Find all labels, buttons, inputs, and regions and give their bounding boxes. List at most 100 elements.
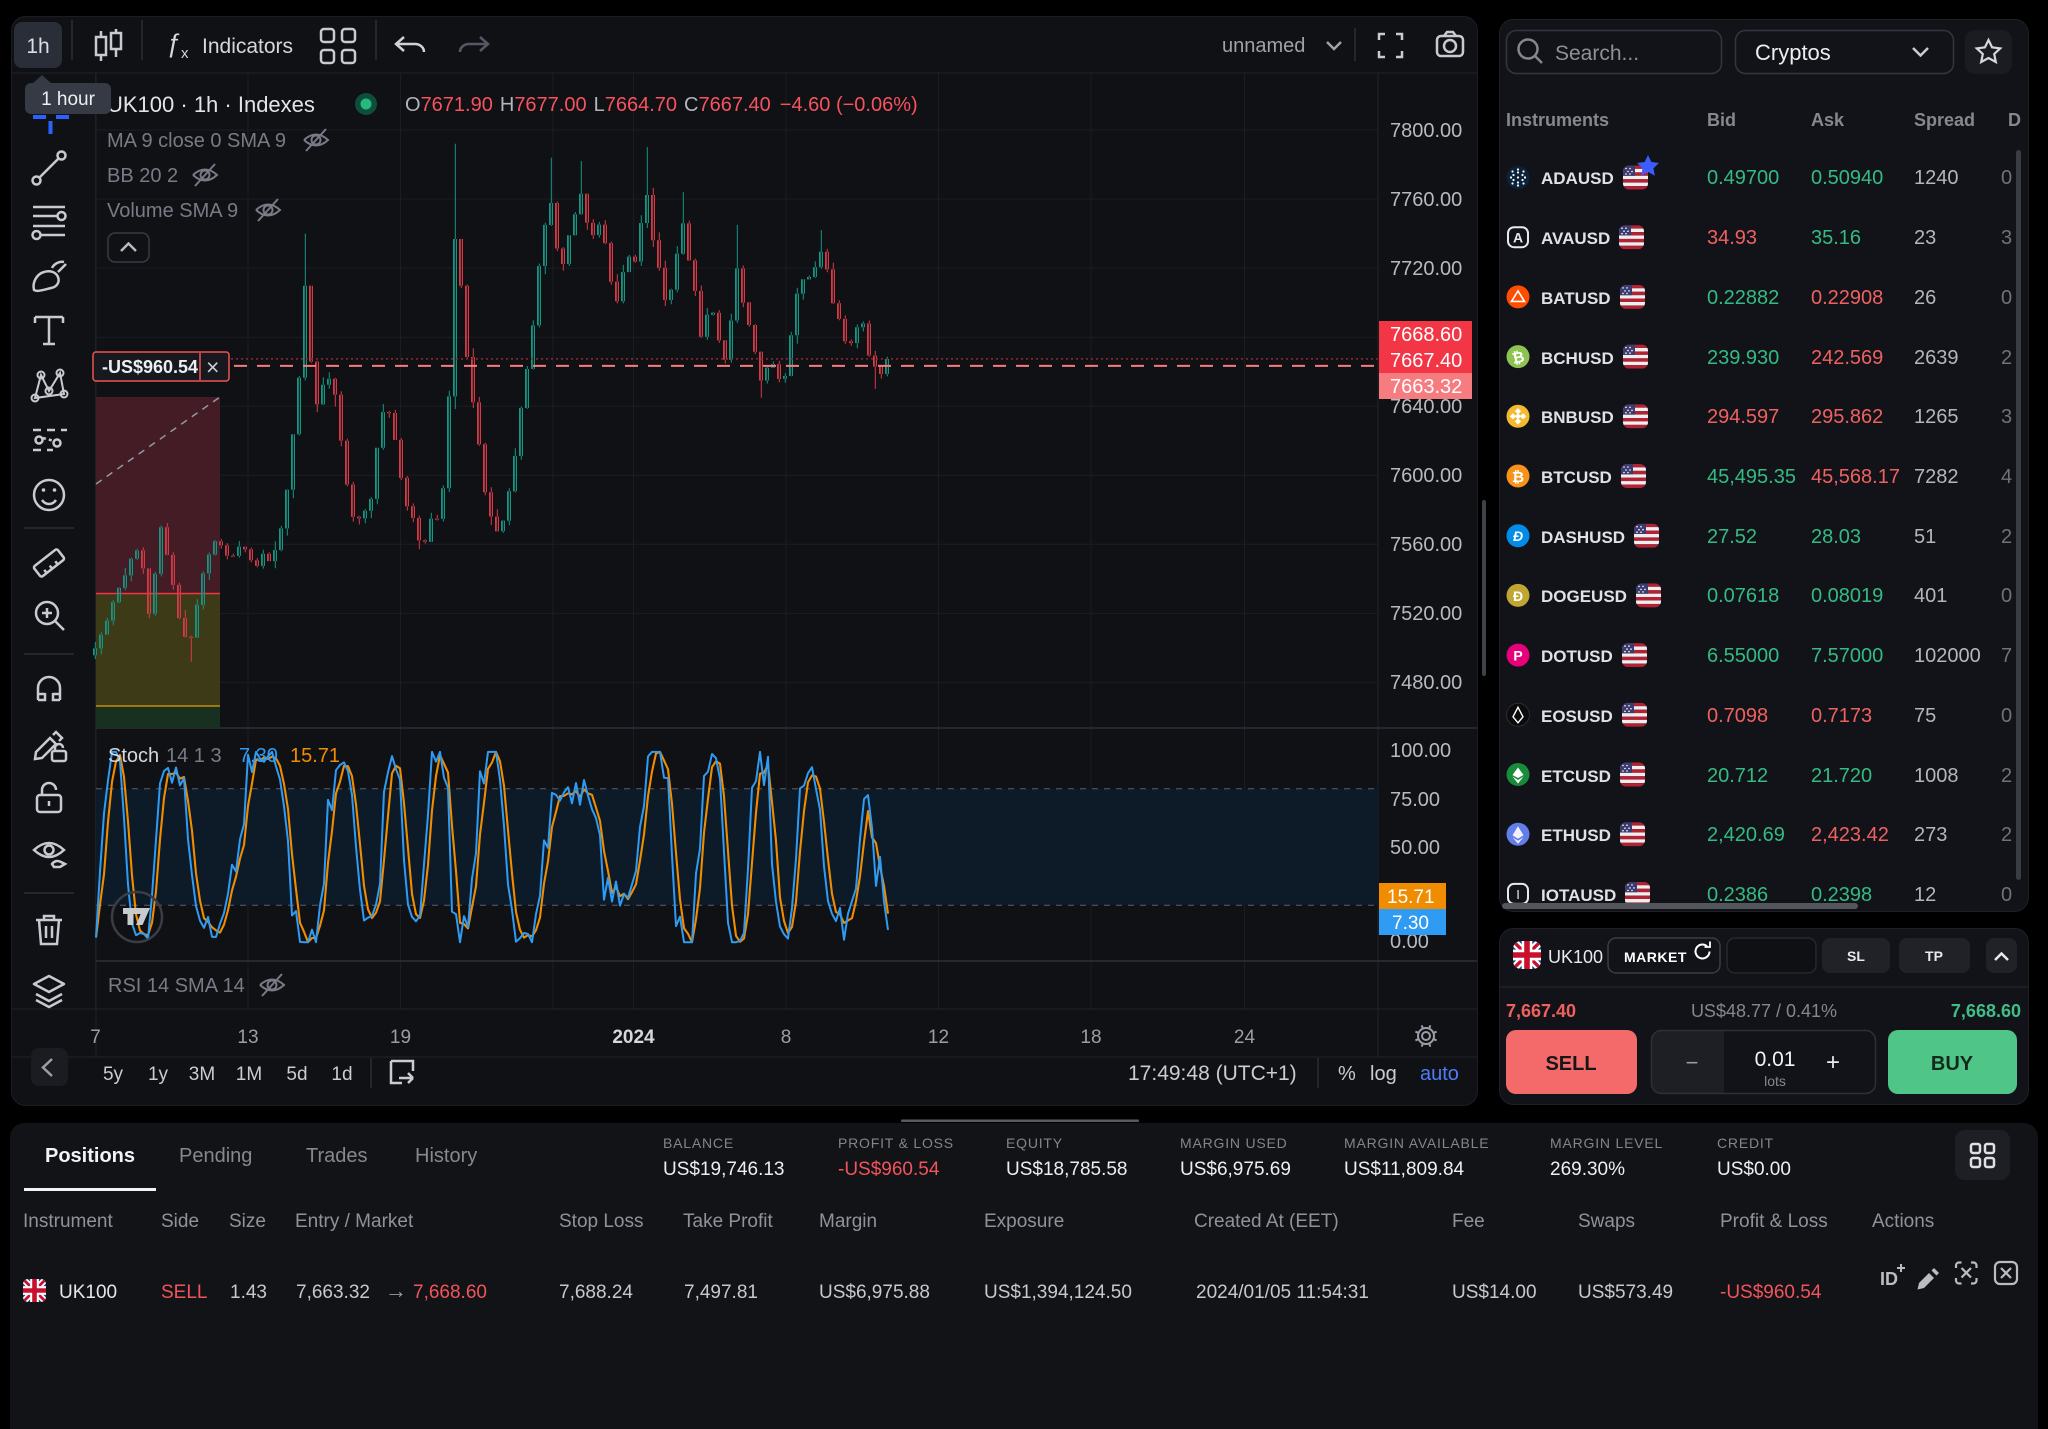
svg-text:-US$960.54: -US$960.54	[838, 1159, 940, 1180]
svg-text:7480.00: 7480.00	[1390, 672, 1462, 694]
svg-text:75.00: 75.00	[1390, 789, 1440, 811]
svg-text:Cryptos: Cryptos	[1755, 40, 1831, 65]
svg-text:Ð: Ð	[1513, 588, 1523, 604]
svg-text:0.01: 0.01	[1755, 1048, 1796, 1071]
svg-text:ETCUSD: ETCUSD	[1541, 767, 1611, 786]
svg-text:log: log	[1370, 1063, 1397, 1085]
svg-text:0.2398: 0.2398	[1811, 884, 1872, 906]
svg-text:US$14.00: US$14.00	[1452, 1282, 1537, 1303]
svg-text:51: 51	[1914, 526, 1936, 548]
svg-text:3: 3	[2001, 227, 2012, 249]
svg-text:Entry / Market: Entry / Market	[295, 1211, 414, 1232]
svg-text:DOTUSD: DOTUSD	[1541, 647, 1613, 666]
svg-text:Exposure: Exposure	[984, 1211, 1064, 1232]
svg-text:Bid: Bid	[1707, 110, 1736, 130]
svg-text:US$573.49: US$573.49	[1578, 1282, 1673, 1303]
svg-text:50.00: 50.00	[1390, 837, 1440, 859]
svg-text:7800.00: 7800.00	[1390, 120, 1462, 142]
svg-text:US$1,394,124.50: US$1,394,124.50	[984, 1282, 1132, 1303]
svg-text:45,495.35: 45,495.35	[1707, 466, 1796, 488]
svg-text:US$0.00: US$0.00	[1717, 1159, 1791, 1180]
svg-text:7560.00: 7560.00	[1390, 534, 1462, 556]
svg-text:6.55000: 6.55000	[1707, 645, 1779, 667]
svg-text:P: P	[1513, 648, 1522, 664]
svg-text:SELL: SELL	[161, 1282, 207, 1303]
svg-text:Side: Side	[161, 1211, 199, 1232]
svg-text:8: 8	[781, 1027, 792, 1048]
svg-text:−: −	[1686, 1050, 1699, 1075]
svg-text:17:49:48 (UTC+1): 17:49:48 (UTC+1)	[1128, 1062, 1297, 1085]
svg-text:0.50940: 0.50940	[1811, 167, 1883, 189]
svg-text:7: 7	[2001, 645, 2012, 667]
svg-text:7640.00: 7640.00	[1390, 396, 1462, 418]
svg-text:295.862: 295.862	[1811, 406, 1883, 428]
svg-text:239.930: 239.930	[1707, 347, 1779, 369]
svg-text:Instrument: Instrument	[23, 1211, 113, 1232]
svg-text:0: 0	[2001, 884, 2012, 906]
svg-text:0.22908: 0.22908	[1811, 287, 1883, 309]
svg-text:MARKET: MARKET	[1624, 949, 1687, 965]
svg-text:Ð: Ð	[1513, 528, 1523, 544]
svg-text:BTCUSD: BTCUSD	[1541, 468, 1612, 487]
svg-text:2: 2	[2001, 765, 2012, 787]
svg-text:27.52: 27.52	[1707, 526, 1757, 548]
svg-text:0.22882: 0.22882	[1707, 287, 1779, 309]
svg-text:12: 12	[1914, 884, 1936, 906]
svg-text:14 1 3: 14 1 3	[166, 745, 222, 767]
svg-text:28.03: 28.03	[1811, 526, 1861, 548]
svg-text:SL: SL	[1847, 948, 1865, 964]
svg-text:Volume SMA 9: Volume SMA 9	[107, 200, 238, 222]
svg-text:2024/01/05 11:54:31: 2024/01/05 11:54:31	[1196, 1282, 1369, 1303]
svg-text:BATUSD: BATUSD	[1541, 289, 1611, 308]
svg-text:7668.60: 7668.60	[1390, 324, 1462, 346]
svg-text:ADAUSD: ADAUSD	[1541, 169, 1614, 188]
svg-text:15.71: 15.71	[1387, 887, 1435, 908]
svg-text:IOTAUSD: IOTAUSD	[1541, 886, 1616, 905]
svg-text:0.49700: 0.49700	[1707, 167, 1779, 189]
svg-text:0.07618: 0.07618	[1707, 585, 1779, 607]
svg-text:UK100 · 1h · Indexes: UK100 · 1h · Indexes	[107, 92, 315, 117]
svg-text:Indicators: Indicators	[202, 35, 293, 58]
svg-text:DASHUSD: DASHUSD	[1541, 528, 1625, 547]
svg-text:Actions: Actions	[1872, 1211, 1934, 1232]
svg-text:ƒ: ƒ	[166, 28, 180, 58]
svg-text:1M: 1M	[236, 1064, 262, 1085]
svg-text:0.00: 0.00	[1390, 931, 1429, 953]
svg-text:1008: 1008	[1914, 765, 1959, 787]
svg-text:PROFIT & LOSS: PROFIT & LOSS	[838, 1135, 954, 1151]
svg-text:7282: 7282	[1914, 466, 1959, 488]
svg-text:2024: 2024	[612, 1027, 655, 1048]
svg-text:15.71: 15.71	[290, 745, 340, 767]
svg-text:Margin: Margin	[819, 1211, 877, 1232]
svg-text:7.30: 7.30	[239, 745, 278, 767]
svg-text:Instruments: Instruments	[1506, 110, 1609, 130]
svg-text:D: D	[2008, 110, 2021, 130]
svg-text:US$11,809.84: US$11,809.84	[1344, 1159, 1465, 1180]
svg-text:7760.00: 7760.00	[1390, 189, 1462, 211]
svg-text:7,688.24: 7,688.24	[559, 1282, 633, 1303]
svg-text:EQUITY: EQUITY	[1006, 1135, 1063, 1151]
svg-text:35.16: 35.16	[1811, 227, 1861, 249]
svg-text:102000: 102000	[1914, 645, 1981, 667]
svg-text:DOGEUSD: DOGEUSD	[1541, 587, 1627, 606]
svg-text:0: 0	[2001, 705, 2012, 727]
svg-text:ID: ID	[1880, 1269, 1898, 1289]
svg-text:auto: auto	[1420, 1063, 1459, 1085]
svg-text:0: 0	[2001, 167, 2012, 189]
svg-text:Stop Loss: Stop Loss	[559, 1211, 644, 1232]
svg-text:Fee: Fee	[1452, 1211, 1485, 1232]
svg-text:23: 23	[1914, 227, 1936, 249]
svg-text:45,568.17: 45,568.17	[1811, 466, 1900, 488]
svg-text:1 hour: 1 hour	[41, 89, 96, 110]
svg-text:TP: TP	[1925, 948, 1943, 964]
svg-text:UK100: UK100	[59, 1282, 117, 1303]
svg-text:₿: ₿	[1511, 348, 1527, 367]
svg-text:20.712: 20.712	[1707, 765, 1768, 787]
svg-text:294.597: 294.597	[1707, 406, 1779, 428]
svg-text:-US$960.54: -US$960.54	[1720, 1282, 1822, 1303]
svg-text:AVAUSD: AVAUSD	[1541, 229, 1610, 248]
svg-text:7,497.81: 7,497.81	[684, 1282, 758, 1303]
svg-text:7,668.60: 7,668.60	[413, 1282, 487, 1303]
svg-text:7,668.60: 7,668.60	[1951, 1001, 2021, 1021]
svg-text:Profit & Loss: Profit & Loss	[1720, 1211, 1828, 1232]
